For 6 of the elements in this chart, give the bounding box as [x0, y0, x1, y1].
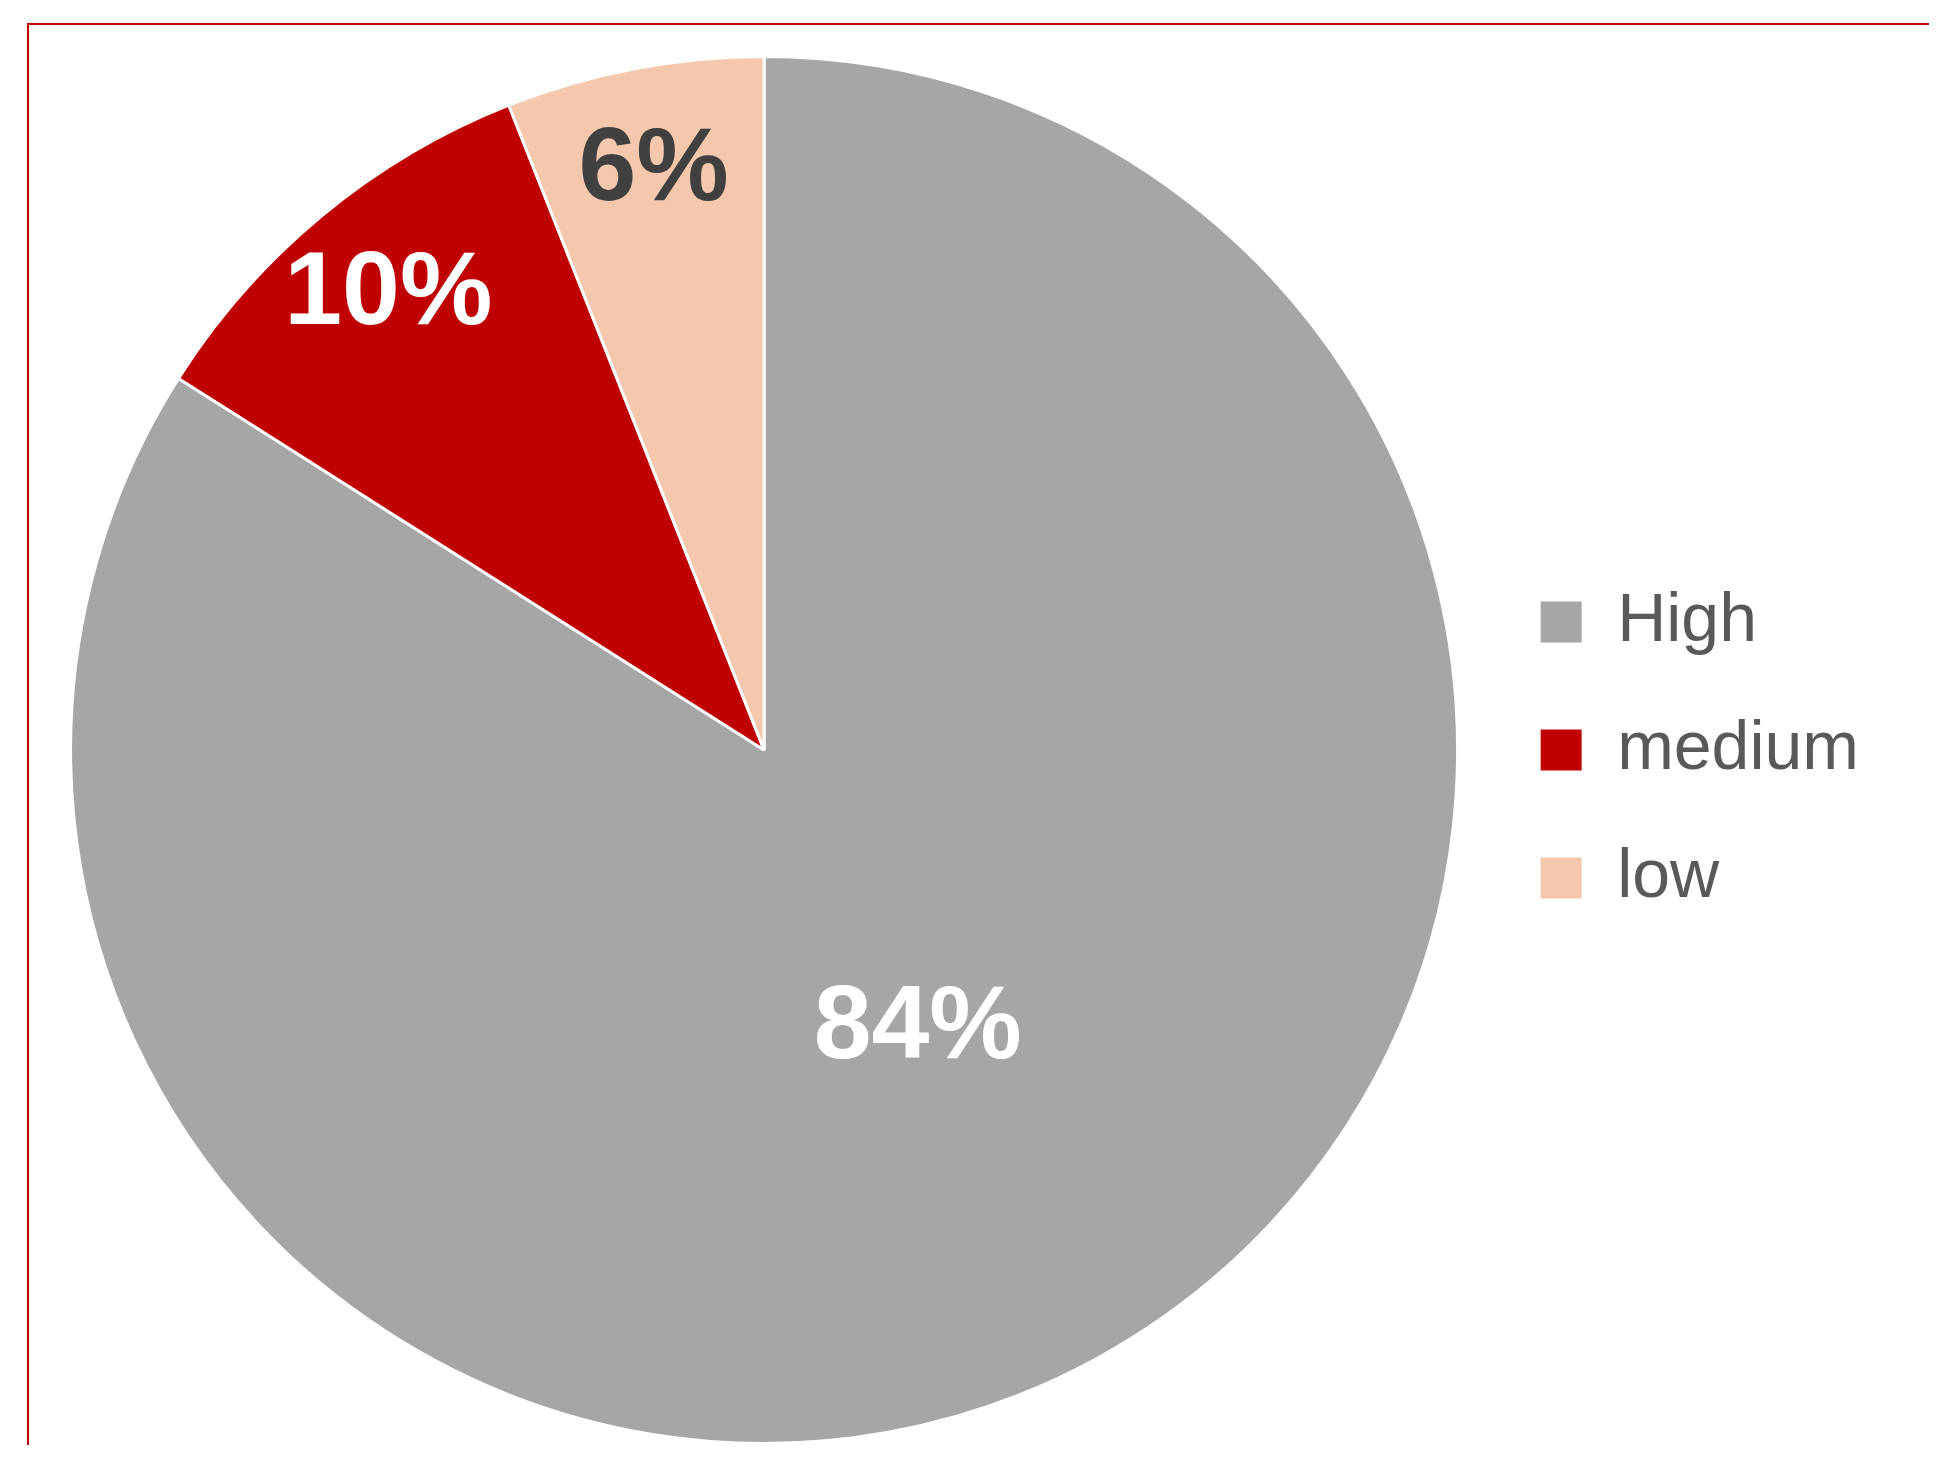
- data-label: 6%: [578, 105, 729, 222]
- legend-label: low: [1617, 834, 1721, 911]
- legend-label: medium: [1617, 706, 1860, 783]
- data-label: 84%: [813, 964, 1022, 1081]
- legend-label: High: [1617, 578, 1758, 655]
- data-label: 10%: [284, 230, 493, 347]
